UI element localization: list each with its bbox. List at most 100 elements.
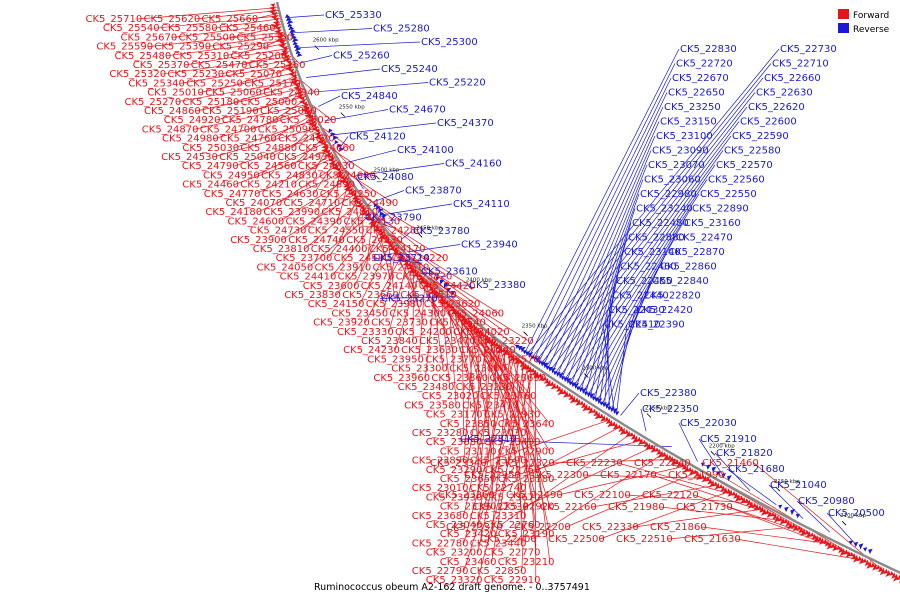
forward-gene-feature [396, 251, 402, 256]
forward-gene-label: CK5_23910 [315, 262, 372, 273]
forward-gene-feature [696, 472, 702, 481]
forward-gene-feature [531, 369, 537, 376]
forward-gene-feature [279, 40, 286, 45]
reverse-gene-feature [721, 473, 727, 479]
forward-leader-line [234, 119, 316, 149]
ruler-tick-mark [417, 233, 423, 238]
forward-gene-label: CK5_25710 [86, 14, 143, 25]
forward-gene-label: CK5_23580 [404, 400, 461, 411]
forward-gene-feature [575, 399, 581, 406]
forward-gene-feature [281, 48, 288, 54]
reverse-gene-feature [435, 276, 440, 281]
forward-gene-feature [654, 447, 659, 452]
forward-gene-label: CK5_25290 [212, 42, 269, 53]
forward-leader-line [315, 174, 345, 213]
forward-gene-label: CK5_22170 [600, 470, 657, 481]
forward-gene-feature [580, 402, 586, 409]
forward-gene-feature [477, 329, 482, 334]
forward-gene-label: CK5_25270 [125, 97, 182, 108]
forward-gene-label: CK5_22400 [480, 534, 537, 545]
forward-gene-feature [813, 534, 819, 543]
forward-gene-feature [455, 311, 461, 318]
forward-gene-feature [332, 162, 338, 167]
reverse-gene-feature [518, 345, 523, 351]
forward-gene-feature [364, 211, 370, 217]
reverse-gene-feature [556, 372, 561, 377]
forward-gene-feature [466, 321, 473, 328]
forward-gene-feature [832, 544, 838, 552]
forward-gene-feature [360, 209, 368, 215]
forward-gene-feature [290, 76, 298, 82]
forward-gene-feature [483, 334, 489, 341]
forward-gene-label: CK5_24920 [164, 115, 221, 126]
forward-leader-line [148, 31, 284, 47]
reverse-leader-line [524, 48, 680, 353]
forward-gene-feature [311, 125, 319, 131]
reverse-gene-feature [579, 387, 584, 393]
forward-gene-feature [853, 554, 859, 563]
forward-leader-line [215, 95, 306, 121]
reverse-gene-label: CK5_22810 [460, 434, 517, 445]
forward-leader-line [313, 159, 337, 194]
forward-gene-feature [849, 551, 854, 557]
reverse-leader-line [583, 222, 684, 392]
forward-gene-feature [490, 340, 496, 347]
reverse-leader-line [594, 266, 620, 400]
reverse-leader-line [381, 203, 453, 216]
forward-gene-label: CK5_24710 [284, 198, 341, 209]
forward-leader-line [498, 344, 551, 507]
forward-gene-feature [681, 463, 687, 470]
reverse-gene-label: CK5_25330 [325, 10, 382, 21]
reverse-gene-feature [375, 205, 381, 211]
reverse-leader-line [578, 208, 692, 389]
forward-gene-label: CK5_23330 [337, 327, 394, 338]
reverse-gene-label: CK5_22650 [668, 88, 725, 99]
forward-gene-label: CK5_22240 [634, 458, 691, 469]
forward-gene-feature [270, 3, 276, 8]
forward-gene-feature [324, 152, 332, 157]
forward-gene-feature [378, 233, 386, 239]
forward-gene-label: CK5_23820 [396, 272, 453, 283]
forward-gene-feature [533, 371, 539, 379]
forward-gene-feature [637, 438, 643, 446]
reverse-gene-label: CK5_22480 [632, 218, 689, 229]
forward-leader-line [257, 171, 344, 213]
legend-forward-label: Forward [853, 11, 889, 21]
forward-gene-feature [862, 558, 868, 563]
reverse-leader-line [573, 193, 700, 386]
forward-gene-label: CK5_24790 [182, 161, 239, 172]
forward-gene-feature [830, 542, 836, 549]
forward-gene-feature [343, 182, 350, 188]
forward-gene-feature [545, 379, 551, 387]
reverse-gene-feature [439, 279, 445, 285]
forward-leader-line [465, 317, 479, 443]
forward-gene-feature [649, 444, 654, 450]
forward-gene-feature [757, 505, 762, 510]
forward-gene-feature [311, 123, 317, 128]
forward-gene-feature [459, 313, 465, 319]
forward-gene-feature [460, 315, 466, 322]
forward-gene-feature [287, 71, 296, 76]
forward-gene-label: CK5_25460 [219, 23, 276, 34]
forward-gene-feature [661, 451, 667, 457]
forward-gene-label: CK5_22770 [484, 548, 541, 559]
forward-gene-feature [625, 430, 631, 438]
forward-leader-line [327, 207, 367, 259]
forward-gene-feature [632, 435, 638, 443]
reverse-gene-feature [795, 513, 800, 519]
reverse-gene-feature [520, 346, 526, 353]
forward-leader-line [418, 278, 426, 360]
reverse-gene-label: CK5_22670 [672, 73, 729, 84]
reverse-gene-label: CK5_24110 [453, 199, 510, 210]
forward-gene-feature [301, 104, 309, 109]
reverse-gene-feature [613, 408, 618, 414]
reverse-leader-line [346, 149, 397, 163]
reverse-gene-feature [597, 398, 603, 405]
reverse-gene-feature [610, 407, 615, 413]
forward-leader-line [309, 109, 312, 130]
forward-gene-label: CK5_23630 [401, 345, 458, 356]
forward-gene-feature [351, 192, 357, 197]
forward-gene-label: CK5_23700 [276, 253, 333, 264]
forward-gene-feature [650, 445, 656, 453]
reverse-gene-label: CK5_22590 [732, 131, 789, 142]
